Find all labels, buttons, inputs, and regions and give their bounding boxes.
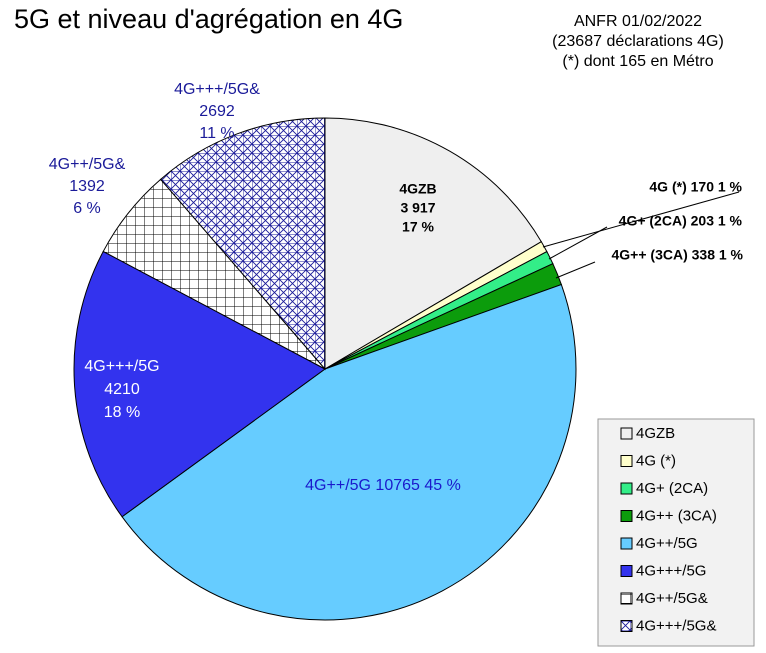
leader-line-4g-2ca [548,226,608,260]
slice-4g-5g [159,117,326,371]
slice-label-4gzb-3: 17 % [402,219,434,235]
legend-swatch-4g-5g [620,592,633,605]
slice-label-4g-5g-3: 11 % [199,125,234,142]
pie-slices [73,117,577,621]
legend-swatch-4g-3ca [620,510,633,522]
slice-4gzb [324,117,543,370]
legend-label-4g-5g: 4G++/5G& [636,590,708,607]
chart-title: 5G et niveau d'agrégation en 4G [14,4,404,34]
slice-label-4g-5g-2: 4210 [104,381,140,398]
slice-label-4g-5g-1: 4G+++/5G [84,358,159,375]
leader-lines [542,191,740,279]
legend-swatch-4g [620,455,633,467]
slice-labels: 4GZB 3 917 17 % 4G (*) 170 1 % 4G+ (2CA) 203… [49,81,744,494]
legend-swatch-4g-5g [620,620,633,632]
legend-label-4g: 4G (*) [636,452,676,469]
slice-label-4g-5g-1: 4G++/5G& [49,156,126,173]
slice-label-4g-1: 4G (*) 170 1 % [649,179,742,195]
slice-label-4g-5g-1: 4G++/5G 10765 45 % [305,477,461,494]
slice-label-4g-2ca-1: 4G+ (2CA) 203 1 % [619,213,743,229]
slice-label-4g-5g-3: 18 % [104,404,140,421]
leader-line-4g [542,191,740,248]
legend-label-4g-2ca: 4G+ (2CA) [636,480,708,497]
slice-label-4g-3ca-1: 4G++ (3CA) 338 1 % [611,247,743,263]
source-note: ANFR 01/02/2022 (23687 déclarations 4G) … [510,12,766,72]
slice-label-4g-5g-2: 1392 [69,178,105,195]
slice-label-4gzb-1: 4GZB [399,181,436,197]
legend-label-4g-5g: 4G++/5G [636,535,698,552]
legend-label-4g-5g: 4G+++/5G [636,562,706,579]
slice-label-4g-5g-1: 4G+++/5G& [174,81,260,98]
source-line-date: ANFR 01/02/2022 [573,13,703,30]
slice-label-4g-5g-3: 6 % [73,200,101,217]
slice-label-4g-5g-2: 2692 [199,103,235,120]
source-line-note: (*) dont 165 en Métro [562,53,714,70]
source-line-count: (23687 déclarations 4G) [552,33,724,50]
legend: 4GZB 4G (*) 4G+ (2CA) 4G++ (3CA) 4G++/5G 4G++… [597,418,755,647]
slice-4g-5g [121,283,577,621]
leader-line-4g-3ca [555,261,596,279]
slice-4g-5g [73,250,326,518]
legend-label-4gzb: 4GZB [636,425,675,442]
legend-swatch-4g-5g [620,537,633,550]
legend-swatch-4g-2ca [620,482,633,495]
legend-label-4g-5g: 4G+++/5G& [636,617,716,634]
legend-swatch-4gzb [620,427,633,440]
legend-swatch-4g-5g [620,565,633,577]
legend-label-4g-3ca: 4G++ (3CA) [636,507,717,524]
slice-label-4gzb-2: 3 917 [400,200,435,216]
